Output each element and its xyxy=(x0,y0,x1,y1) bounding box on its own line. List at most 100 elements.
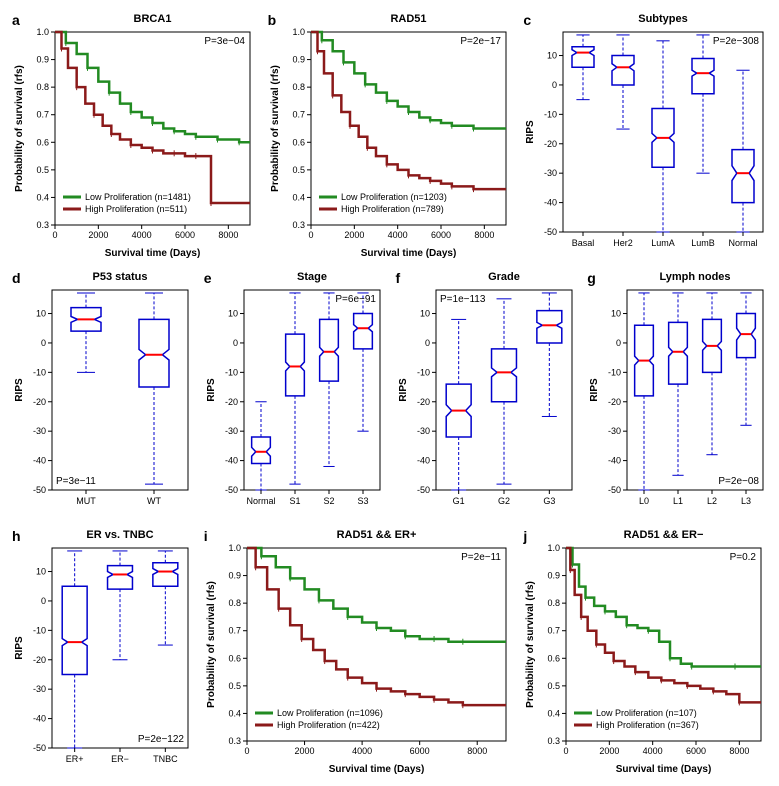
category-label: L2 xyxy=(707,496,717,506)
svg-text:0.4: 0.4 xyxy=(228,708,241,718)
svg-text:0.3: 0.3 xyxy=(548,736,561,746)
y-axis-label: RIPS xyxy=(206,378,217,402)
panel-b: bRAD51020004000600080000.30.40.50.60.70.… xyxy=(266,10,514,260)
legend-item: High Proliferation (n=789) xyxy=(341,204,444,214)
svg-text:8000: 8000 xyxy=(467,746,487,756)
svg-text:0: 0 xyxy=(552,80,557,90)
panel-label: d xyxy=(12,270,21,286)
boxplot-box xyxy=(572,47,594,68)
svg-text:1.0: 1.0 xyxy=(292,27,305,37)
svg-text:2000: 2000 xyxy=(600,746,620,756)
svg-text:-20: -20 xyxy=(33,397,46,407)
panel-label: g xyxy=(587,270,596,286)
svg-text:0.4: 0.4 xyxy=(548,708,561,718)
boxplot-box xyxy=(62,586,87,674)
legend-item: Low Proliferation (n=107) xyxy=(596,708,697,718)
category-label: ER+ xyxy=(66,754,84,764)
y-axis-label: Probability of survival (rfs) xyxy=(270,65,281,192)
svg-text:0.6: 0.6 xyxy=(36,137,49,147)
p-value: P=1e−113 xyxy=(440,294,486,305)
svg-text:10: 10 xyxy=(228,309,238,319)
svg-text:-30: -30 xyxy=(225,426,238,436)
svg-text:-20: -20 xyxy=(544,139,557,149)
svg-text:-50: -50 xyxy=(544,227,557,237)
svg-text:0: 0 xyxy=(233,338,238,348)
km-curve xyxy=(566,548,761,667)
category-label: L3 xyxy=(741,496,751,506)
svg-text:-10: -10 xyxy=(544,109,557,119)
svg-text:-50: -50 xyxy=(33,485,46,495)
svg-text:-40: -40 xyxy=(33,456,46,466)
panel-c: cSubtypes-50-40-30-20-10010RIPSBasalHer2… xyxy=(521,10,769,260)
svg-text:0.3: 0.3 xyxy=(228,736,241,746)
svg-text:-50: -50 xyxy=(416,485,429,495)
category-label: LumA xyxy=(652,238,676,248)
svg-text:2000: 2000 xyxy=(88,230,108,240)
boxplot-box xyxy=(669,322,688,384)
y-axis-label: Probability of survival (rfs) xyxy=(14,65,25,192)
boxplot-box xyxy=(737,314,756,358)
svg-text:0.6: 0.6 xyxy=(228,653,241,663)
svg-text:8000: 8000 xyxy=(474,230,494,240)
category-label: L1 xyxy=(673,496,683,506)
svg-text:-50: -50 xyxy=(33,743,46,753)
svg-text:-10: -10 xyxy=(416,367,429,377)
boxplot-box xyxy=(319,319,338,381)
svg-text:-10: -10 xyxy=(225,367,238,377)
svg-text:0: 0 xyxy=(616,338,621,348)
legend-item: Low Proliferation (n=1481) xyxy=(85,192,191,202)
p-value: P=2e−11 xyxy=(461,552,501,563)
panel-h: hER vs. TNBC-50-40-30-20-10010RIPSER+ER−… xyxy=(10,526,194,776)
svg-text:10: 10 xyxy=(36,567,46,577)
category-label: S1 xyxy=(289,496,300,506)
svg-text:0.9: 0.9 xyxy=(292,55,305,65)
svg-text:0: 0 xyxy=(424,338,429,348)
svg-text:-30: -30 xyxy=(544,168,557,178)
panel-label: h xyxy=(12,528,21,544)
panel-label: a xyxy=(12,12,20,28)
panel-i: iRAD51 && ER+020004000600080000.30.40.50… xyxy=(202,526,514,776)
svg-text:0.7: 0.7 xyxy=(292,110,305,120)
svg-text:1.0: 1.0 xyxy=(228,543,241,553)
p-value: P=0.2 xyxy=(730,552,757,563)
svg-text:-30: -30 xyxy=(416,426,429,436)
legend-item: Low Proliferation (n=1203) xyxy=(341,192,447,202)
y-axis-label: RIPS xyxy=(14,636,25,660)
chart-title: RAD51 && ER+ xyxy=(336,529,416,541)
category-label: Her2 xyxy=(614,238,634,248)
svg-text:0.5: 0.5 xyxy=(292,165,305,175)
svg-text:-40: -40 xyxy=(544,198,557,208)
svg-text:-40: -40 xyxy=(608,456,621,466)
y-axis-label: RIPS xyxy=(525,120,536,144)
category-label: G3 xyxy=(543,496,555,506)
svg-text:2000: 2000 xyxy=(344,230,364,240)
svg-text:1.0: 1.0 xyxy=(36,27,49,37)
svg-text:-50: -50 xyxy=(225,485,238,495)
svg-text:8000: 8000 xyxy=(730,746,750,756)
panel-g: gLymph nodes-50-40-30-20-10010RIPSL0L1L2… xyxy=(585,268,769,518)
svg-text:-40: -40 xyxy=(225,456,238,466)
legend-item: Low Proliferation (n=1096) xyxy=(277,708,383,718)
legend-item: High Proliferation (n=422) xyxy=(277,720,380,730)
category-label: TNBC xyxy=(153,754,178,764)
svg-text:-40: -40 xyxy=(416,456,429,466)
svg-text:0.9: 0.9 xyxy=(228,571,241,581)
x-axis-label: Survival time (Days) xyxy=(360,248,456,259)
svg-text:0.7: 0.7 xyxy=(228,626,241,636)
y-axis-label: RIPS xyxy=(398,378,409,402)
svg-text:-30: -30 xyxy=(608,426,621,436)
svg-text:-20: -20 xyxy=(416,397,429,407)
panel-f: fGrade-50-40-30-20-10010RIPSG1G2G3P=1e−1… xyxy=(394,268,578,518)
category-label: L0 xyxy=(639,496,649,506)
boxplot-box xyxy=(536,311,561,343)
boxplot-box xyxy=(251,437,270,463)
panel-label: b xyxy=(268,12,277,28)
svg-text:2000: 2000 xyxy=(294,746,314,756)
svg-text:0.6: 0.6 xyxy=(548,653,561,663)
panel-label: e xyxy=(204,270,212,286)
p-value: P=2e−122 xyxy=(138,734,185,745)
svg-text:-20: -20 xyxy=(225,397,238,407)
p-value: P=6e−91 xyxy=(335,294,376,305)
km-curve xyxy=(566,548,761,702)
svg-text:0.3: 0.3 xyxy=(292,220,305,230)
